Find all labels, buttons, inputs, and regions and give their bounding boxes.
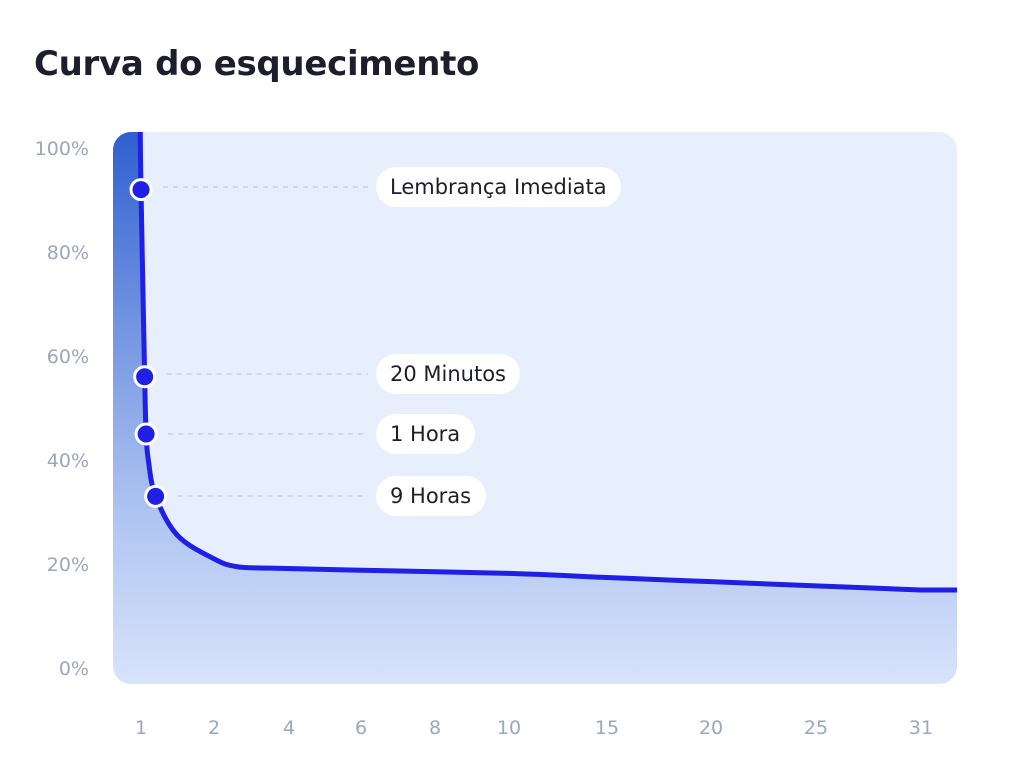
x-tick-label: 10 — [497, 717, 521, 739]
annotation-label: Lembrança Imediata — [376, 167, 621, 207]
annotation-pill — [376, 476, 486, 516]
y-tick-label: 20% — [47, 554, 89, 576]
annotation-text: 1 Hora — [390, 422, 460, 446]
x-tick-label: 20 — [699, 717, 723, 739]
data-point-marker — [134, 422, 158, 446]
x-tick-label: 31 — [909, 717, 933, 739]
y-tick-label: 100% — [35, 138, 89, 160]
annotation-pill — [376, 167, 621, 207]
x-tick-label: 6 — [355, 717, 367, 739]
x-tick-label: 25 — [804, 717, 828, 739]
x-tick-label: 15 — [595, 717, 619, 739]
x-tick-label: 8 — [429, 717, 441, 739]
data-point-marker — [133, 365, 157, 389]
annotation-label: 1 Hora — [376, 414, 475, 454]
annotation-text: Lembrança Imediata — [390, 175, 607, 199]
annotation-text: 9 Horas — [390, 484, 471, 508]
forgetting-curve-line — [137, 132, 957, 593]
y-tick-label: 80% — [47, 242, 89, 264]
annotation-label: 20 Minutos — [376, 354, 520, 394]
y-tick-label: 40% — [47, 450, 89, 472]
annotation-pill — [376, 354, 520, 394]
x-tick-label: 2 — [208, 717, 220, 739]
data-point-marker — [129, 178, 153, 202]
x-tick-label: 1 — [135, 717, 147, 739]
annotation-pill — [376, 414, 475, 454]
annotation-text: 20 Minutos — [390, 362, 506, 386]
annotation-label: 9 Horas — [376, 476, 486, 516]
y-tick-label: 60% — [47, 346, 89, 368]
chart-title: Curva do esquecimento — [34, 44, 480, 84]
x-tick-label: 4 — [283, 717, 295, 739]
data-point-marker — [144, 484, 168, 508]
y-tick-label: 0% — [59, 658, 89, 680]
curve-area — [113, 132, 957, 684]
plot-background — [113, 132, 957, 684]
